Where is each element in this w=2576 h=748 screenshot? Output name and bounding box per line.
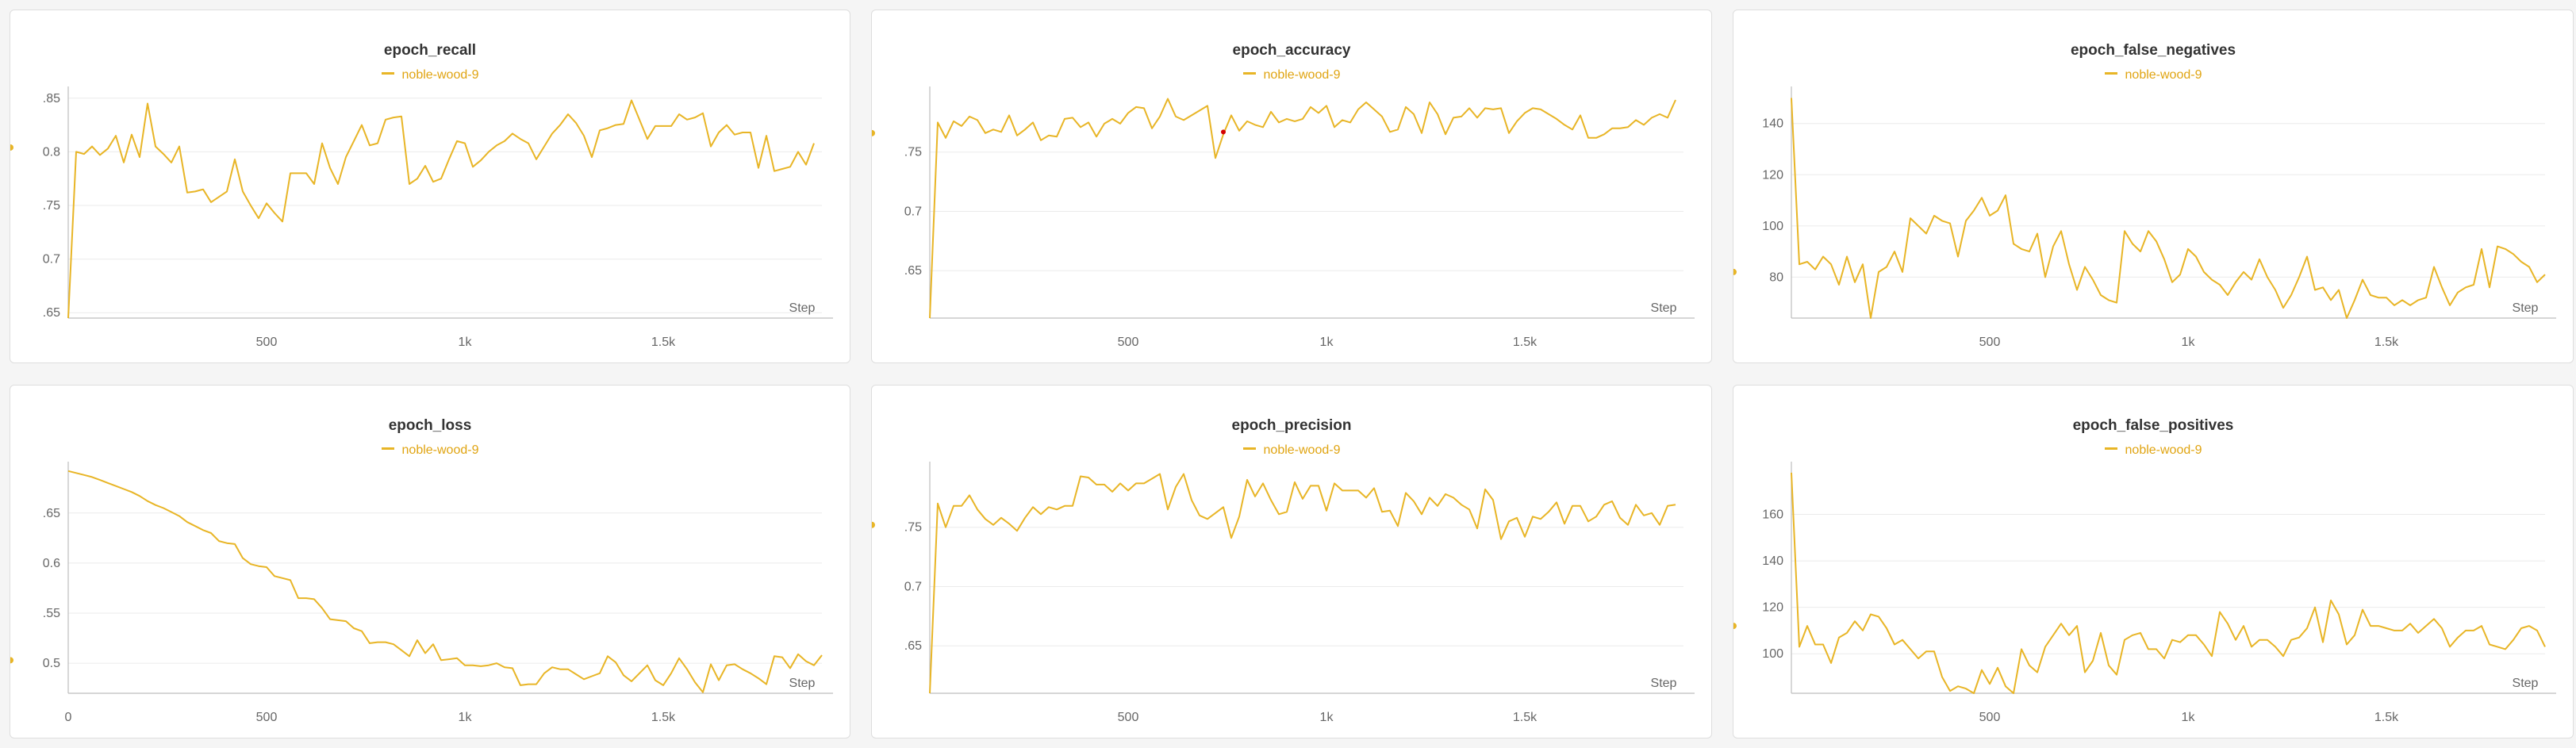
x-tick-label: 0 xyxy=(65,711,72,724)
x-tick-label: 1.5k xyxy=(2374,711,2399,724)
chart-legend[interactable]: noble-wood-9 xyxy=(1733,443,2573,458)
y-tick-label: .65 xyxy=(904,639,922,653)
panel-epoch-precision[interactable]: epoch_precision noble-wood-9 .65 0.7 .75 50… xyxy=(871,385,1712,738)
chart-legend[interactable]: noble-wood-9 xyxy=(872,68,1711,82)
chart-plot[interactable]: 0.5 .55 0.6 .65 0 500 1k 1.5k Step xyxy=(10,386,851,739)
panel-epoch-accuracy[interactable]: epoch_accuracy noble-wood-9 .65 0.7 .75 500… xyxy=(871,10,1712,363)
y-tick-label: 120 xyxy=(1762,168,1783,182)
y-tick-label: 0.6 xyxy=(43,557,60,570)
series-line[interactable] xyxy=(929,98,1676,319)
legend-line-swatch xyxy=(381,72,394,75)
chart-plot[interactable]: 100 120 140 160 500 1k 1.5k Step xyxy=(1733,386,2574,739)
y-tick-label: 140 xyxy=(1762,554,1783,568)
x-axis-label: Step xyxy=(1651,301,1677,315)
series-line[interactable] xyxy=(67,99,815,319)
y-tick-label: 100 xyxy=(1762,647,1783,661)
x-axis-label: Step xyxy=(1651,677,1677,690)
panel-epoch-loss[interactable]: epoch_loss noble-wood-9 0.5 .55 0.6 .65 0 500… xyxy=(10,385,850,738)
y-tick-label: 0.7 xyxy=(904,205,922,218)
chart-plot[interactable]: .65 0.7 .75 500 1k 1.5k Step xyxy=(872,10,1713,364)
last-point-marker xyxy=(1733,268,1737,275)
last-point-marker xyxy=(872,521,875,528)
series-line[interactable] xyxy=(67,470,823,693)
legend-label: noble-wood-9 xyxy=(401,68,479,82)
x-tick-label: 1.5k xyxy=(651,336,676,349)
y-tick-label: .85 xyxy=(43,92,60,105)
x-tick-label: 1.5k xyxy=(1513,336,1538,349)
x-tick-label: 500 xyxy=(256,711,278,724)
y-tick-label: .55 xyxy=(43,607,60,620)
y-tick-label: .75 xyxy=(43,199,60,213)
y-tick-label: 0.7 xyxy=(43,253,60,267)
chart-plot[interactable]: 80 100 120 140 500 1k 1.5k Step xyxy=(1733,10,2574,364)
chart-legend[interactable]: noble-wood-9 xyxy=(872,443,1711,458)
x-tick-label: 1k xyxy=(1320,336,1334,349)
x-tick-label: 1k xyxy=(459,336,473,349)
legend-label: noble-wood-9 xyxy=(1263,68,1341,82)
legend-label: noble-wood-9 xyxy=(2125,68,2202,82)
x-tick-label: 500 xyxy=(256,336,278,349)
y-tick-label: 0.8 xyxy=(43,145,60,159)
chart-title: epoch_false_positives xyxy=(2072,417,2234,434)
x-tick-label: 1k xyxy=(1320,711,1334,724)
chart-title: epoch_accuracy xyxy=(1232,42,1351,59)
legend-label: noble-wood-9 xyxy=(401,443,479,457)
x-tick-label: 500 xyxy=(1118,711,1139,724)
chart-title: epoch_precision xyxy=(1231,417,1352,434)
legend-label: noble-wood-9 xyxy=(1263,443,1341,457)
y-tick-label: 160 xyxy=(1762,508,1783,522)
legend-line-swatch xyxy=(2104,447,2117,451)
chart-plot[interactable]: .65 0.7 .75 500 1k 1.5k Step xyxy=(872,386,1713,739)
last-point-marker xyxy=(872,129,875,136)
y-tick-label: 0.5 xyxy=(43,657,60,670)
y-tick-label: .65 xyxy=(43,306,60,320)
x-axis-label: Step xyxy=(2513,301,2539,315)
x-tick-label: 1.5k xyxy=(2374,336,2399,349)
y-tick-label: .75 xyxy=(904,521,922,535)
y-tick-label: 140 xyxy=(1762,117,1783,131)
x-tick-label: 1k xyxy=(459,711,473,724)
panel-epoch-false-positives[interactable]: epoch_false_positives noble-wood-9 100 12… xyxy=(1733,385,2574,738)
series-line[interactable] xyxy=(1791,472,2546,694)
legend-line-swatch xyxy=(1242,447,1256,451)
last-point-marker xyxy=(10,144,13,151)
x-axis-label: Step xyxy=(2513,677,2539,690)
chart-legend[interactable]: noble-wood-9 xyxy=(10,443,850,458)
y-tick-label: 0.7 xyxy=(904,580,922,593)
legend-line-swatch xyxy=(2104,72,2117,75)
y-tick-label: .65 xyxy=(43,507,60,520)
series-line[interactable] xyxy=(929,473,1676,694)
chart-title: epoch_loss xyxy=(388,417,472,434)
highlight-point xyxy=(1221,129,1226,135)
x-tick-label: 1k xyxy=(2182,711,2196,724)
y-tick-label: 80 xyxy=(1769,270,1783,284)
last-point-marker xyxy=(10,657,13,664)
x-tick-label: 1.5k xyxy=(651,711,676,724)
y-tick-label: .75 xyxy=(904,146,922,159)
y-tick-label: 120 xyxy=(1762,601,1783,615)
chart-legend[interactable]: noble-wood-9 xyxy=(1733,68,2573,82)
last-point-marker xyxy=(1733,623,1737,630)
chart-plot[interactable]: .65 0.7 .75 0.8 .85 500 1k 1.5k Step xyxy=(10,10,851,364)
legend-line-swatch xyxy=(381,447,394,451)
x-tick-label: 1k xyxy=(2182,336,2196,349)
legend-label: noble-wood-9 xyxy=(2125,443,2202,457)
legend-line-swatch xyxy=(1242,72,1256,75)
x-tick-label: 500 xyxy=(1118,336,1139,349)
x-axis-label: Step xyxy=(789,677,816,690)
y-tick-label: 100 xyxy=(1762,220,1783,233)
chart-legend[interactable]: noble-wood-9 xyxy=(10,68,850,82)
panel-epoch-false-negatives[interactable]: epoch_false_negatives noble-wood-9 80 100… xyxy=(1733,10,2574,363)
x-tick-label: 500 xyxy=(1979,711,2001,724)
panel-epoch-recall[interactable]: epoch_recall noble-wood-9 .65 0.7 .75 0.8 .8… xyxy=(10,10,850,363)
chart-title: epoch_recall xyxy=(383,42,477,59)
y-tick-label: .65 xyxy=(904,264,922,278)
series-line[interactable] xyxy=(1791,98,2546,319)
chart-title: epoch_false_negatives xyxy=(2070,42,2236,59)
x-axis-label: Step xyxy=(789,301,816,315)
x-tick-label: 500 xyxy=(1979,336,2001,349)
x-tick-label: 1.5k xyxy=(1513,711,1538,724)
